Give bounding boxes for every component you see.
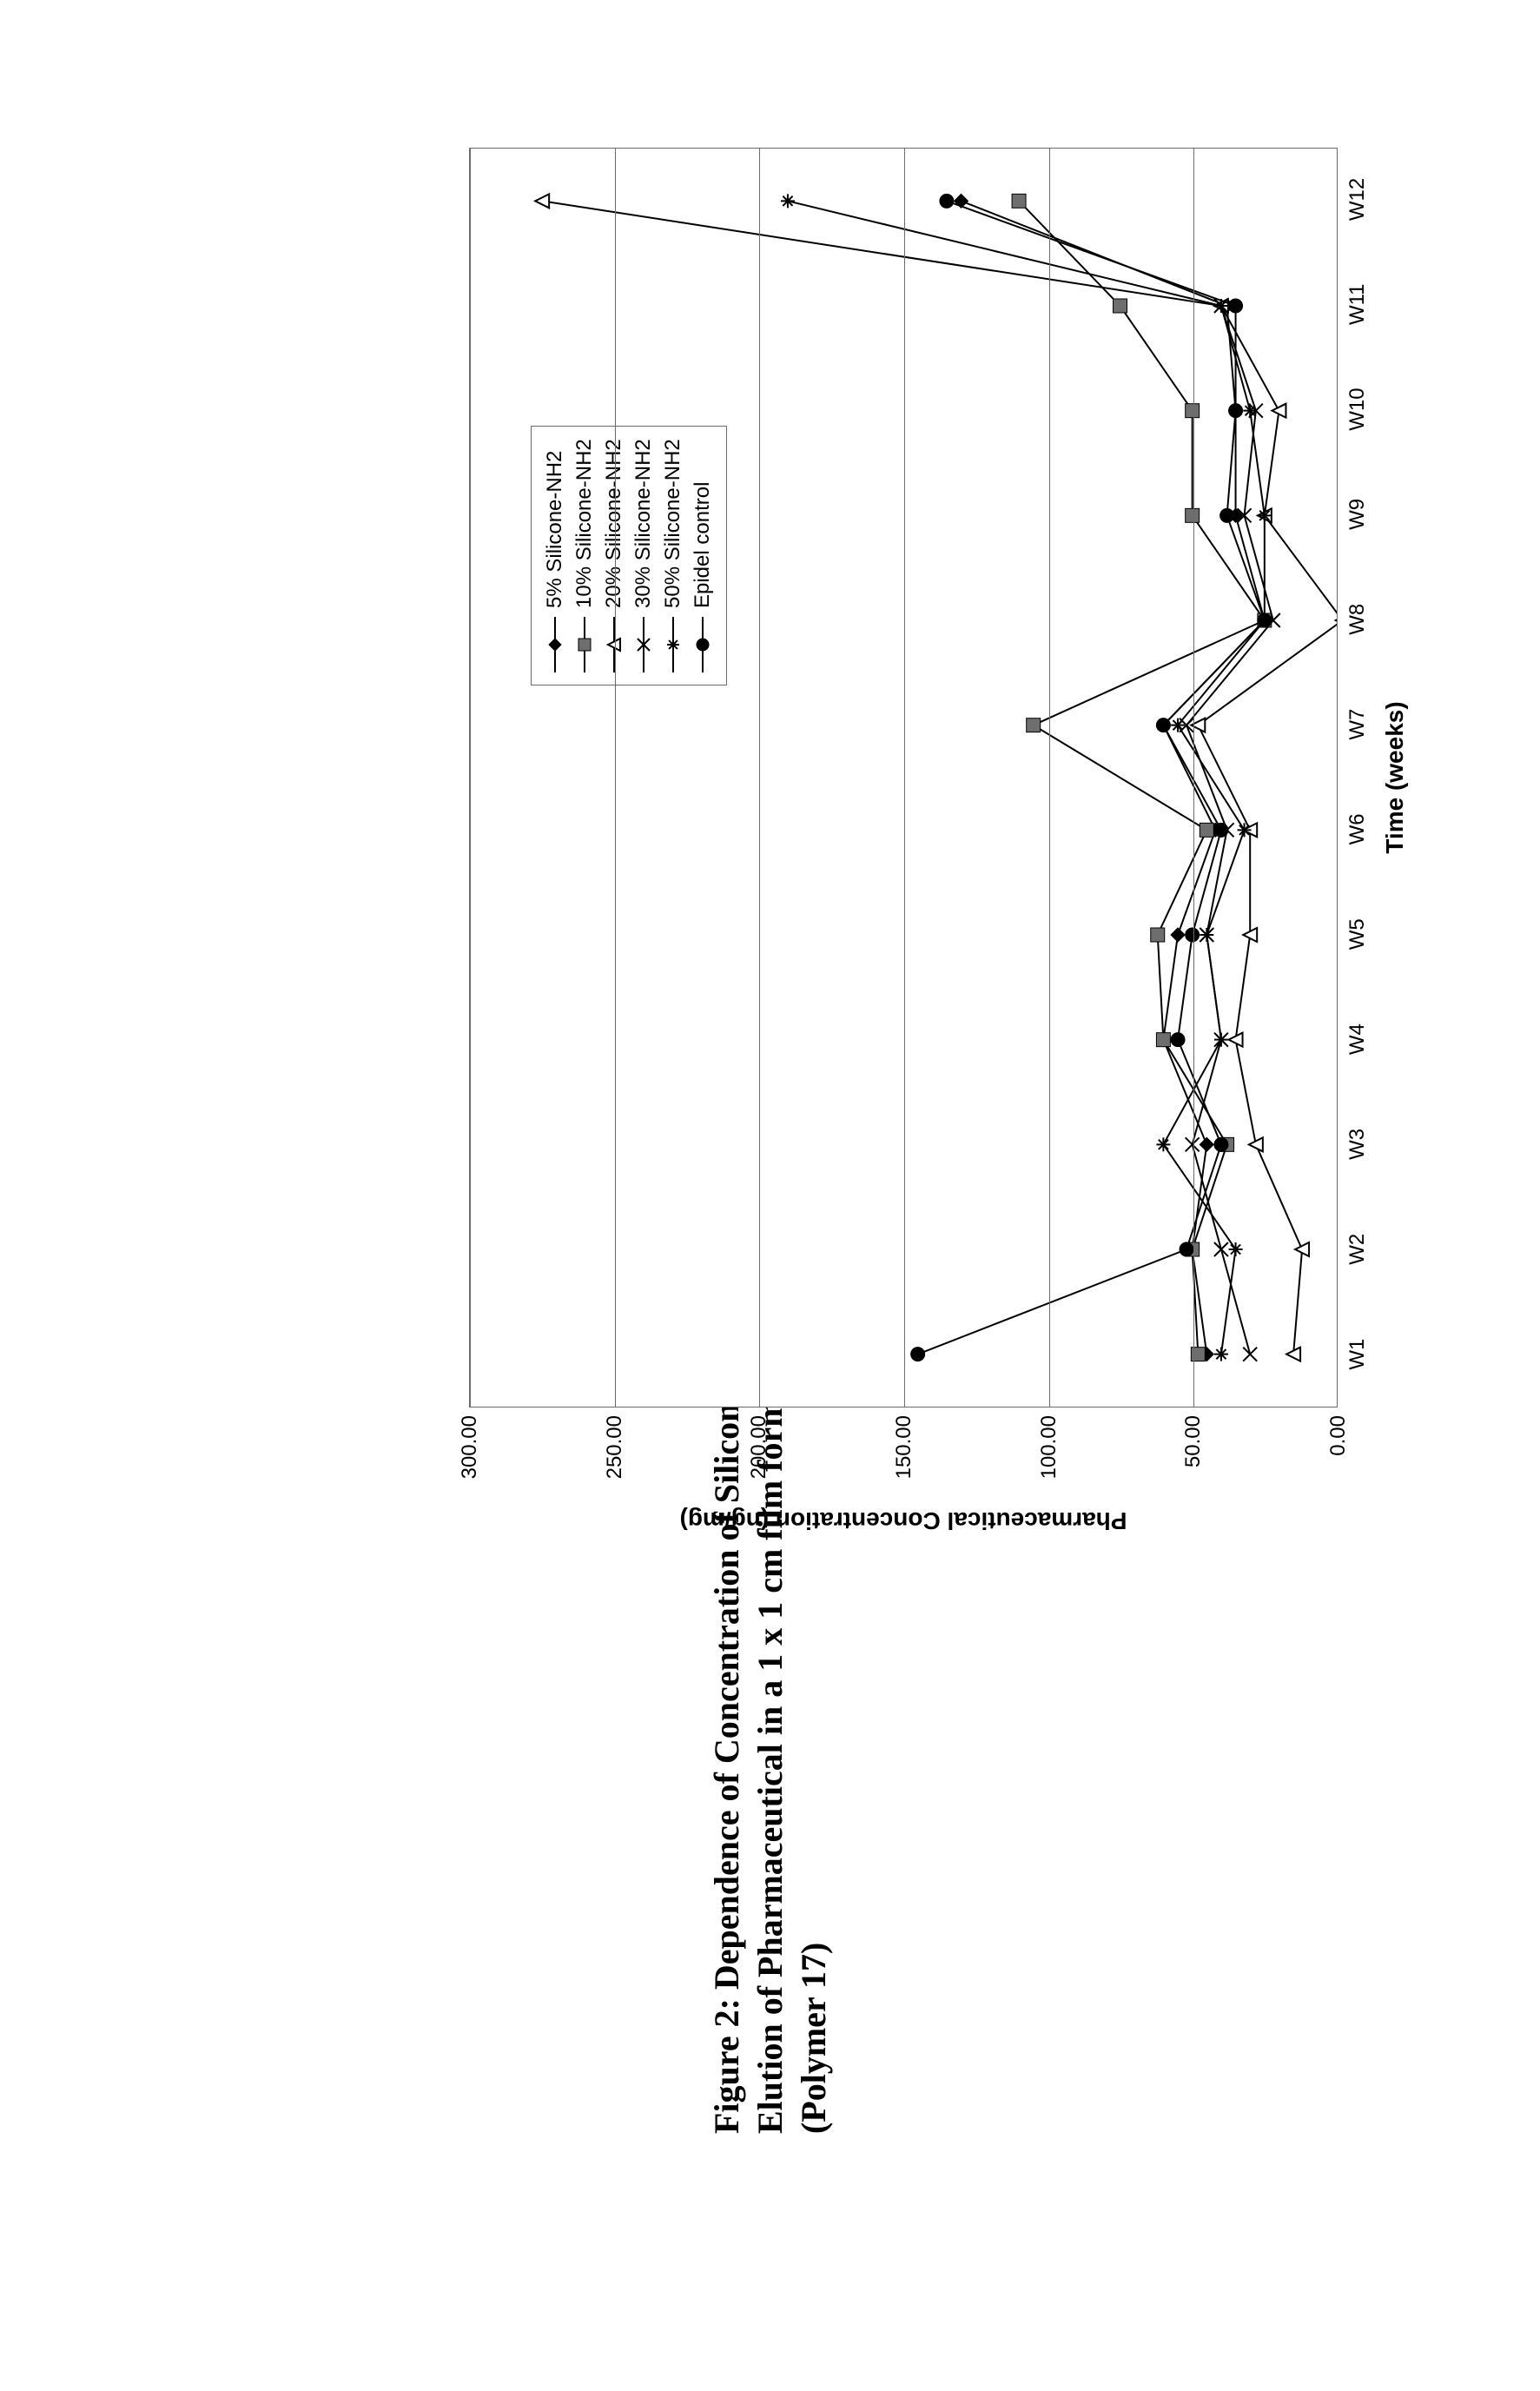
legend: 5% Silicone-NH210% Silicone-NH220% Silic… [531, 426, 727, 686]
x-tick: W7 [1337, 709, 1370, 740]
x-tick: W4 [1337, 1023, 1370, 1055]
x-tick: W3 [1337, 1129, 1370, 1160]
legend-label: Epidel control [691, 482, 715, 608]
y-tick: 150.00 [892, 1407, 916, 1479]
y-tick: 250.00 [603, 1407, 627, 1479]
x-axis-label: Time (weeks) [1381, 148, 1409, 1407]
plot-area: 5% Silicone-NH210% Silicone-NH220% Silic… [469, 148, 1338, 1407]
x-tick: W10 [1337, 387, 1370, 430]
x-tick: W12 [1337, 178, 1370, 221]
legend-item: Epidel control [688, 439, 717, 672]
y-tick: 200.00 [747, 1407, 771, 1479]
y-tick: 100.00 [1037, 1407, 1061, 1479]
y-tick: 300.00 [458, 1407, 482, 1479]
x-tick: W5 [1337, 918, 1370, 950]
y-axis-label: Pharmaceutical Concentration (ng/mg) [680, 1507, 1127, 1534]
caption-line-3: (Polymer 17) [794, 1943, 833, 2134]
x-tick: W9 [1337, 499, 1370, 530]
x-tick: W11 [1337, 283, 1370, 325]
x-tick: W6 [1337, 813, 1370, 844]
legend-label: 30% Silicone-NH2 [631, 439, 656, 608]
chart-container: Pharmaceutical Concentration (ng/mg) Tim… [452, 521, 1540, 1547]
legend-item: 10% Silicone-NH2 [570, 439, 599, 672]
series-lines [470, 149, 1337, 1407]
legend-label: 10% Silicone-NH2 [572, 439, 597, 608]
legend-item: 5% Silicone-NH2 [540, 439, 570, 672]
legend-item: 30% Silicone-NH2 [629, 439, 658, 672]
x-tick: W2 [1337, 1234, 1370, 1265]
y-tick: 50.00 [1181, 1407, 1206, 1467]
legend-label: 50% Silicone-NH2 [661, 439, 685, 608]
legend-label: 5% Silicone-NH2 [543, 451, 567, 608]
x-tick: W8 [1337, 604, 1370, 635]
y-tick: 0.00 [1326, 1407, 1351, 1456]
legend-item: 50% Silicone-NH2 [658, 439, 688, 672]
x-tick: W1 [1337, 1339, 1370, 1370]
